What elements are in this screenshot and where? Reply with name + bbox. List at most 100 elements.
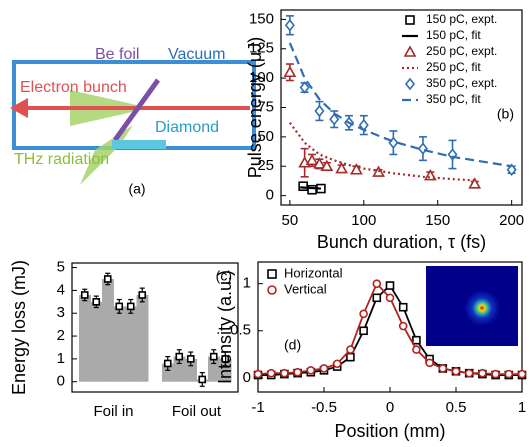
- marker: [92, 298, 101, 306]
- bar: [173, 356, 186, 382]
- marker: [385, 281, 395, 290]
- marker: [163, 359, 172, 368]
- x-tick-label: -0.5: [311, 399, 337, 416]
- x-tick-label: 0.5: [446, 399, 467, 416]
- y-tick-label: 0: [243, 369, 251, 386]
- y-tick-label: 0: [266, 187, 274, 204]
- marker: [398, 302, 408, 312]
- marker: [313, 157, 326, 169]
- bar: [90, 301, 103, 382]
- marker: [346, 345, 355, 354]
- y-axis-label: Pulse energy (μJ): [245, 37, 265, 178]
- bar: [113, 306, 126, 382]
- y-tick-label: 150: [249, 10, 274, 27]
- legend-label: 150 pC, expt.: [426, 12, 497, 26]
- marker: [359, 309, 368, 319]
- panel-label: (c): [216, 268, 232, 284]
- x-tick-label: 150: [425, 212, 450, 229]
- diamond-window: [112, 140, 166, 149]
- marker: [412, 335, 421, 345]
- y-tick-label: 5: [57, 259, 65, 276]
- marker: [284, 18, 295, 32]
- label: Diamond: [155, 119, 219, 136]
- bar: [136, 294, 149, 382]
- fit-line: [300, 186, 321, 190]
- marker: [359, 326, 368, 336]
- marker: [314, 104, 325, 118]
- marker: [404, 77, 416, 91]
- marker: [491, 369, 500, 379]
- marker: [438, 364, 448, 373]
- marker: [506, 163, 517, 177]
- bar: [185, 358, 197, 382]
- marker: [385, 293, 395, 303]
- be-foil: [112, 78, 161, 142]
- marker: [372, 279, 382, 288]
- panel-label: (d): [284, 337, 301, 353]
- marker: [175, 352, 184, 361]
- y-tick-label: 75: [257, 98, 274, 115]
- panel-label: (b): [497, 106, 514, 122]
- marker: [335, 161, 348, 174]
- label: Be foil: [95, 46, 139, 63]
- x-tick-label: 1: [518, 399, 526, 416]
- fit-line: [288, 42, 512, 168]
- x-tick-label: Foil in: [93, 403, 133, 420]
- marker: [198, 375, 207, 384]
- marker: [298, 181, 308, 192]
- beam-spot: [464, 290, 500, 326]
- marker: [209, 352, 218, 361]
- marker: [372, 293, 382, 303]
- y-axis-label: Energy loss (mJ): [9, 260, 29, 395]
- legend-label: 350 pC, fit: [426, 92, 481, 106]
- marker: [186, 355, 195, 363]
- marker: [80, 291, 89, 299]
- marker: [307, 184, 317, 195]
- marker: [398, 321, 408, 331]
- marker: [267, 285, 277, 295]
- y-tick-label: 1: [243, 275, 251, 292]
- bar: [219, 358, 232, 382]
- bar: [162, 363, 174, 382]
- y-tick-label: 4: [57, 281, 65, 298]
- marker: [332, 359, 342, 369]
- x-axis-label: Bunch duration, τ (fs): [317, 232, 486, 252]
- marker: [319, 364, 329, 373]
- arrow-head: [10, 98, 28, 118]
- legend-label: 150 pC, fit: [426, 28, 481, 42]
- legend-label: Vertical: [284, 281, 327, 296]
- marker: [329, 112, 340, 126]
- marker: [425, 358, 434, 368]
- plot-frame: [280, 9, 523, 206]
- legend-label: 350 pC, expt.: [426, 76, 497, 90]
- y-tick-label: 1: [57, 350, 65, 367]
- marker: [115, 302, 124, 311]
- marker: [267, 269, 277, 279]
- marker: [305, 153, 319, 166]
- marker: [299, 81, 310, 94]
- y-axis-label: Intensity (a.u.): [215, 270, 235, 384]
- marker: [403, 45, 417, 57]
- marker: [517, 369, 527, 379]
- x-tick-label: 100: [351, 212, 376, 229]
- bar: [125, 306, 137, 382]
- x-tick-label: 200: [499, 212, 524, 229]
- marker: [388, 136, 399, 150]
- marker: [464, 368, 474, 378]
- fit-line: [288, 122, 475, 182]
- x-tick-label: 50: [282, 212, 299, 229]
- label: THz radiation: [14, 151, 109, 168]
- marker: [423, 168, 437, 181]
- marker: [478, 368, 487, 378]
- marker: [253, 369, 263, 379]
- marker: [126, 302, 135, 311]
- bar: [102, 278, 114, 382]
- legend-label: Horizontal: [284, 265, 343, 280]
- x-tick-label: -1: [251, 399, 264, 416]
- x-tick-label: 0: [386, 399, 394, 416]
- y-tick-label: 0.5: [230, 322, 251, 339]
- legend-label: 250 pC, expt.: [426, 44, 497, 58]
- marker: [412, 345, 421, 354]
- marker: [405, 15, 415, 25]
